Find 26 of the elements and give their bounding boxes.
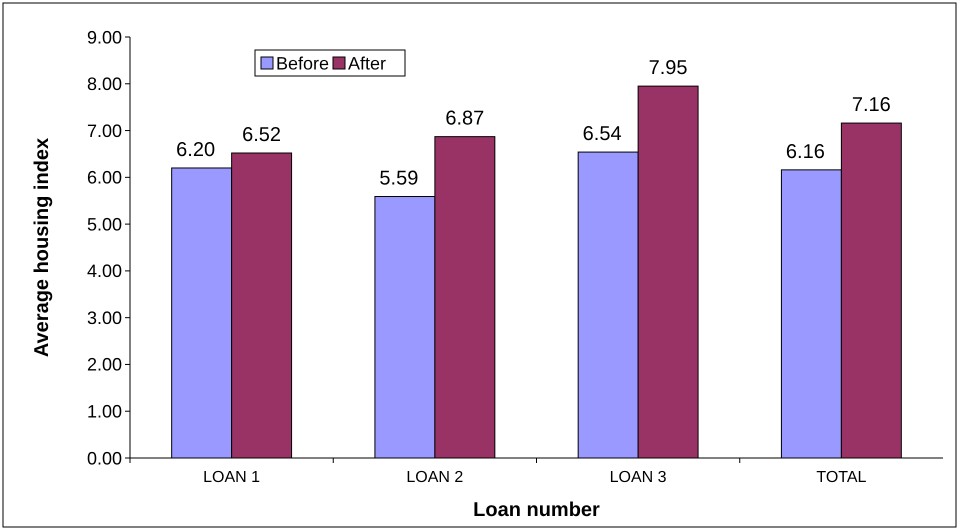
data-label: 6.87 [445,108,484,130]
y-tick-label: 3.00 [86,308,122,328]
y-tick-label: 8.00 [86,74,122,94]
legend-label: After [348,53,386,74]
data-label: 6.52 [242,124,282,146]
x-tick-label: TOTAL [816,469,867,486]
x-tick-label: LOAN 3 [610,469,667,486]
data-label: 6.20 [176,138,216,161]
x-tick-label: LOAN 1 [203,469,260,486]
y-tick-label: 2.00 [86,354,122,375]
y-tick-label: 0.00 [86,448,122,468]
data-label: 6.54 [582,123,622,146]
x-axis-title: Loan number [473,499,600,521]
data-label: 6.16 [786,140,825,163]
data-label: 5.59 [379,168,418,190]
y-tick-label: 1.00 [86,402,122,422]
y-axis-title: Average housing index [31,138,53,358]
data-label: 7.95 [648,57,688,80]
y-tick-label: 5.00 [86,214,122,234]
data-label: 7.16 [852,94,891,116]
y-tick-label: 4.00 [86,261,122,282]
y-tick-label: 6.00 [86,168,122,188]
x-tick-label: LOAN 2 [406,469,464,486]
y-tick-label: 7.00 [86,120,122,141]
legend-label: Before [276,53,330,74]
y-tick-label: 9.00 [86,27,122,48]
